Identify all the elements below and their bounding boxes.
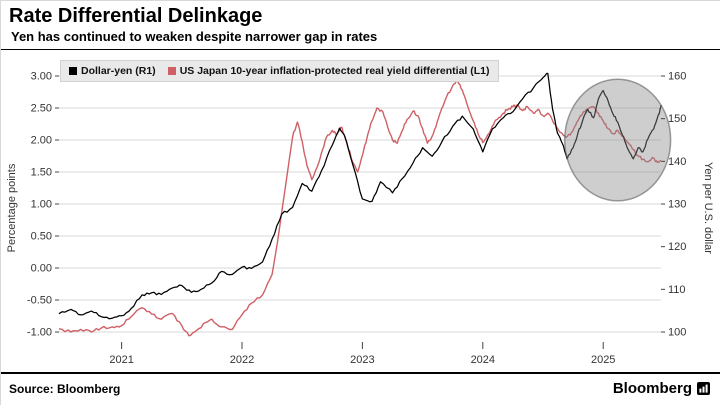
svg-text:140: 140	[668, 156, 686, 168]
legend-label-dollar-yen: Dollar-yen (R1)	[81, 65, 156, 77]
gridlines	[59, 75, 661, 333]
yield-differential-line	[58, 80, 662, 337]
chart-plot: 3.00 2.50 2.00 1.50 1.00 0.50 0.00 -0.50 -1.00 16…	[6, 71, 714, 367]
left-axis-title: Percentage points	[6, 163, 18, 252]
svg-text:0.00: 0.00	[31, 263, 52, 275]
chart-legend: Dollar-yen (R1) US Japan 10-year inflati…	[60, 60, 499, 82]
source-note: Source: Bloomberg	[9, 381, 121, 396]
svg-text:2024: 2024	[471, 354, 495, 366]
svg-text:3.00: 3.00	[31, 71, 52, 83]
svg-text:2023: 2023	[350, 354, 374, 366]
chart-title: Rate Differential Delinkage	[9, 5, 263, 27]
legend-item-yield-differential: US Japan 10-year inflation-protected rea…	[167, 65, 490, 77]
dollar-yen-swatch	[69, 67, 77, 75]
legend-label-yield-differential: US Japan 10-year inflation-protected rea…	[179, 65, 490, 77]
bloomberg-logo-icon	[697, 382, 710, 395]
axes: 3.00 2.50 2.00 1.50 1.00 0.50 0.00 -0.50 -1.00 16…	[27, 71, 686, 367]
yield-differential-swatch	[167, 67, 176, 75]
svg-text:160: 160	[668, 71, 686, 83]
right-axis-title: Yen per U.S. dollar	[702, 162, 714, 254]
svg-text:-0.50: -0.50	[27, 295, 52, 307]
svg-text:-1.00: -1.00	[27, 327, 52, 339]
legend-item-dollar-yen: Dollar-yen (R1)	[69, 65, 156, 77]
svg-text:2021: 2021	[109, 354, 133, 366]
svg-text:150: 150	[668, 113, 686, 125]
svg-text:1.00: 1.00	[31, 199, 52, 211]
delinkage-highlight-circle	[563, 78, 672, 202]
chart-footer: Source: Bloomberg Bloomberg	[1, 372, 720, 405]
bloomberg-brand-label: Bloomberg	[612, 380, 692, 397]
svg-text:2022: 2022	[230, 354, 254, 366]
bloomberg-brand: Bloomberg	[613, 380, 710, 397]
highlight-circle-overlay	[563, 78, 672, 202]
svg-text:130: 130	[668, 199, 686, 211]
chart-subtitle: Yen has continued to weaken despite narr…	[11, 29, 378, 44]
svg-text:0.50: 0.50	[31, 231, 52, 243]
series-lines	[58, 72, 662, 337]
svg-text:100: 100	[668, 327, 686, 339]
svg-text:1.50: 1.50	[31, 167, 52, 179]
svg-text:110: 110	[668, 284, 686, 296]
svg-text:2.50: 2.50	[31, 103, 52, 115]
dollar-yen-line	[58, 72, 662, 320]
svg-text:120: 120	[668, 241, 686, 253]
svg-text:2025: 2025	[591, 354, 615, 366]
chart-header: Rate Differential Delinkage Yen has cont…	[1, 1, 720, 50]
svg-text:2.00: 2.00	[31, 135, 52, 147]
chart-area: 3.00 2.50 2.00 1.50 1.00 0.50 0.00 -0.50 -1.00 16…	[1, 50, 720, 372]
